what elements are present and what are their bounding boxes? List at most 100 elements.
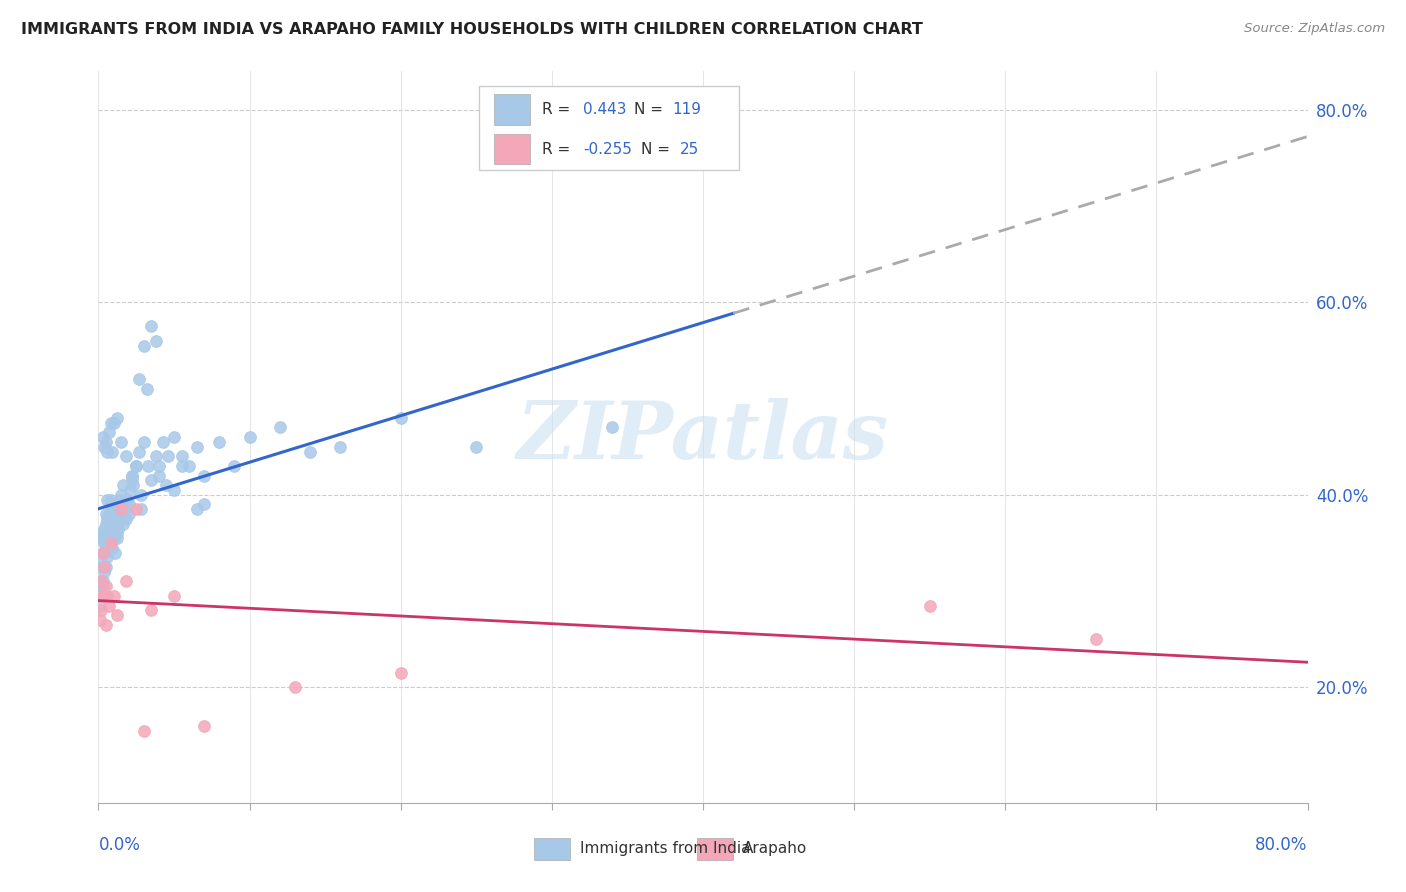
Text: 0.443: 0.443: [583, 102, 627, 117]
Point: [120, 483, 142, 497]
Point: [96, 589, 118, 603]
Point: [90, 574, 112, 589]
Point: [93, 565, 115, 579]
Point: [465, 440, 488, 454]
Point: [91, 545, 114, 559]
Point: [101, 502, 124, 516]
Point: [96, 526, 118, 541]
Point: [100, 531, 122, 545]
Point: [114, 512, 136, 526]
Point: [224, 458, 246, 473]
Point: [89, 579, 111, 593]
Point: [100, 531, 122, 545]
Point: [110, 502, 132, 516]
Point: [141, 603, 163, 617]
Point: [105, 608, 128, 623]
Text: 80.0%: 80.0%: [1256, 836, 1308, 854]
Point: [90, 555, 112, 569]
Point: [114, 574, 136, 589]
Point: [91, 560, 114, 574]
Text: 0.0%: 0.0%: [98, 836, 141, 854]
Point: [93, 521, 115, 535]
Point: [91, 579, 114, 593]
Point: [121, 468, 143, 483]
Point: [90, 574, 112, 589]
Point: [170, 450, 193, 464]
Point: [93, 536, 115, 550]
Point: [104, 521, 127, 535]
Text: N =: N =: [641, 142, 675, 157]
Point: [96, 550, 118, 565]
FancyBboxPatch shape: [534, 838, 569, 860]
Point: [179, 458, 201, 473]
Point: [94, 579, 117, 593]
Point: [105, 410, 128, 425]
Point: [136, 458, 159, 473]
Point: [111, 498, 134, 512]
Point: [98, 425, 121, 440]
Point: [101, 444, 124, 458]
Point: [93, 560, 115, 574]
Point: [94, 541, 117, 555]
Point: [112, 502, 135, 516]
Point: [104, 545, 127, 559]
Point: [135, 382, 157, 396]
Point: [94, 507, 117, 521]
Point: [125, 502, 148, 516]
Text: N =: N =: [634, 102, 668, 117]
Point: [105, 498, 128, 512]
Point: [132, 434, 155, 449]
Text: Source: ZipAtlas.com: Source: ZipAtlas.com: [1244, 22, 1385, 36]
Point: [163, 430, 186, 444]
Point: [93, 589, 115, 603]
Point: [118, 498, 141, 512]
Point: [208, 434, 231, 449]
Point: [96, 492, 118, 507]
Point: [115, 492, 138, 507]
Point: [90, 531, 112, 545]
Point: [186, 440, 208, 454]
Point: [98, 541, 121, 555]
Point: [105, 531, 128, 545]
Text: -0.255: -0.255: [583, 142, 633, 157]
Point: [389, 665, 412, 680]
Point: [186, 502, 208, 516]
Point: [90, 603, 112, 617]
Point: [93, 531, 115, 545]
Point: [163, 483, 186, 497]
Point: [91, 430, 114, 444]
Point: [98, 531, 121, 545]
Point: [100, 536, 122, 550]
Point: [110, 434, 132, 449]
Point: [98, 512, 121, 526]
Point: [100, 492, 122, 507]
Point: [108, 512, 131, 526]
Point: [98, 526, 121, 541]
Point: [94, 560, 117, 574]
Text: R =: R =: [543, 102, 575, 117]
Point: [98, 599, 121, 613]
Point: [107, 521, 129, 535]
Point: [105, 516, 128, 531]
Point: [93, 545, 115, 559]
Point: [193, 468, 215, 483]
Point: [132, 723, 155, 738]
Point: [156, 450, 179, 464]
Point: [103, 416, 125, 430]
Point: [602, 420, 624, 434]
Point: [108, 492, 131, 507]
Text: R =: R =: [543, 142, 575, 157]
Point: [141, 474, 163, 488]
Point: [148, 458, 170, 473]
Point: [128, 444, 150, 458]
Point: [107, 502, 129, 516]
Point: [103, 531, 125, 545]
FancyBboxPatch shape: [479, 86, 740, 170]
Point: [193, 498, 215, 512]
Point: [110, 488, 132, 502]
Point: [103, 512, 125, 526]
Point: [89, 589, 111, 603]
Point: [94, 434, 117, 449]
Point: [329, 440, 352, 454]
Point: [132, 338, 155, 352]
